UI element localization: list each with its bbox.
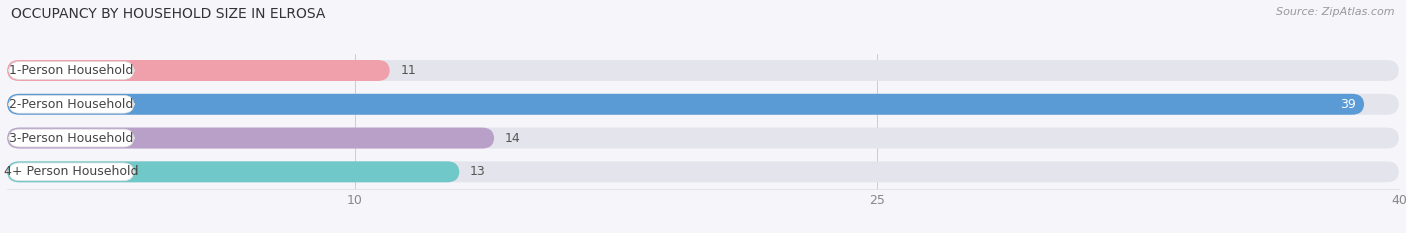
Text: OCCUPANCY BY HOUSEHOLD SIZE IN ELROSA: OCCUPANCY BY HOUSEHOLD SIZE IN ELROSA [11, 7, 326, 21]
FancyBboxPatch shape [7, 161, 1399, 182]
Text: 14: 14 [505, 132, 520, 144]
FancyBboxPatch shape [8, 95, 134, 113]
Text: 2-Person Household: 2-Person Household [10, 98, 134, 111]
FancyBboxPatch shape [8, 163, 134, 181]
FancyBboxPatch shape [7, 128, 495, 148]
FancyBboxPatch shape [7, 161, 460, 182]
FancyBboxPatch shape [7, 60, 1399, 81]
FancyBboxPatch shape [7, 60, 389, 81]
FancyBboxPatch shape [7, 94, 1399, 115]
Text: 39: 39 [1340, 98, 1355, 111]
FancyBboxPatch shape [7, 94, 1364, 115]
FancyBboxPatch shape [8, 62, 134, 79]
Text: 11: 11 [401, 64, 416, 77]
FancyBboxPatch shape [8, 129, 134, 147]
Text: 4+ Person Household: 4+ Person Household [4, 165, 139, 178]
FancyBboxPatch shape [7, 128, 1399, 148]
Text: Source: ZipAtlas.com: Source: ZipAtlas.com [1277, 7, 1395, 17]
Text: 13: 13 [470, 165, 485, 178]
Text: 3-Person Household: 3-Person Household [10, 132, 134, 144]
Text: 1-Person Household: 1-Person Household [10, 64, 134, 77]
